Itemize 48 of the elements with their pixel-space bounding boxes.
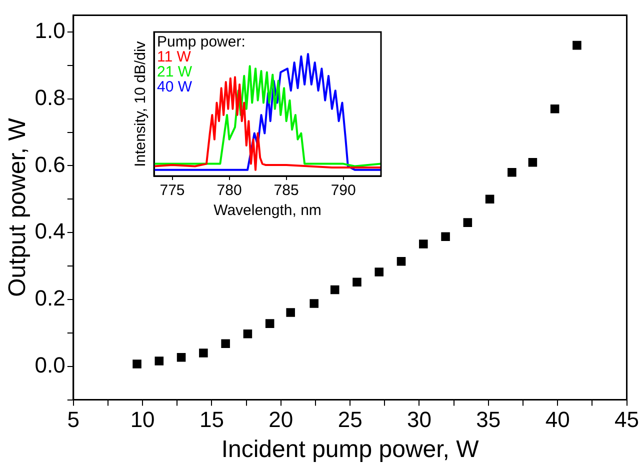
point [528,158,538,167]
point [221,339,230,348]
x-tick-label: 790 [330,182,356,200]
x-tick-label: 5 [67,407,80,432]
point [508,168,516,177]
x-tick-label: 15 [199,407,224,432]
legend-title: Pump power: [157,34,246,51]
point [199,348,208,358]
text: 40 W [157,78,193,96]
y-axis-title: Output power, W [4,118,32,297]
point [176,352,186,362]
point [550,104,560,114]
point [243,330,252,338]
x-axis-title: Incident pump power, W [221,436,480,464]
point [132,360,142,368]
x-tick-label: 45 [614,407,640,432]
point [286,308,295,317]
y-tick-label: 0.6 [34,152,66,177]
point [265,319,274,328]
point [310,299,318,308]
point [441,232,450,241]
y-tick-label: 0.8 [34,84,66,110]
y-tick-label: 0.2 [34,286,66,311]
point [396,256,406,266]
x-tick-label: 40 [545,407,570,432]
y-tick-label: 1.0 [34,18,66,43]
point [352,278,362,286]
y-tick-label: 0.0 [34,352,66,378]
point [419,240,428,248]
x-tick-label: 785 [274,182,299,200]
point [154,356,164,366]
y-axis-title: Intensity, 10 dB/div [132,40,150,167]
x-axis-title: Wavelength, nm [214,202,322,220]
point [330,285,340,294]
y-tick-label: 0.4 [34,218,66,244]
x-tick-label: 30 [407,407,432,432]
point [485,194,494,204]
point [572,40,582,50]
point [463,218,472,227]
x-tick-label: 10 [130,407,155,432]
point [374,268,384,276]
x-tick-label: 780 [216,182,242,200]
x-tick-label: 35 [476,407,501,432]
x-tick-label: 20 [268,407,294,432]
text: 21 W [157,64,193,81]
x-tick-label: 25 [338,407,362,432]
text: 11 W [157,48,192,66]
x-tick-label: 775 [160,182,185,200]
